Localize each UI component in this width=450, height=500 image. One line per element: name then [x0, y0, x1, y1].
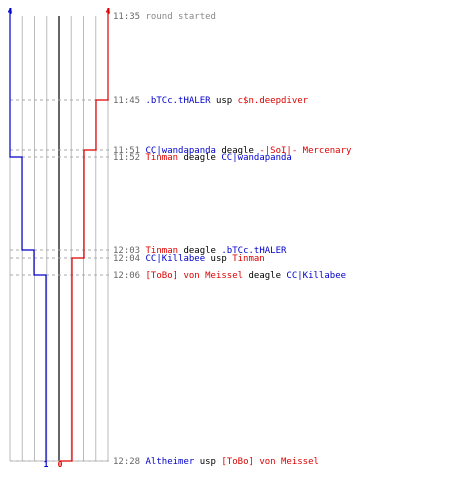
event-time: 11:52 [113, 153, 146, 163]
event-info: round started [146, 12, 216, 22]
event-weapon: usp [211, 96, 238, 106]
event-time: 12:28 [113, 457, 146, 467]
event-player: Tinman [232, 254, 265, 264]
event-weapon: deagle [216, 146, 259, 156]
event-row: 12:04 CC|Killabee usp Tinman [113, 254, 265, 264]
event-weapon: deagle [178, 246, 221, 256]
event-row: 11:52 Tinman deagle CC|wandapanda [113, 153, 292, 163]
event-row: 12:03 Tinman deagle .bTCc.tHALER [113, 246, 287, 256]
event-time: 11:45 [113, 96, 146, 106]
alive-count-lines [9, 8, 109, 462]
event-row: 11:45 .bTCc.tHALER usp c$n.deepdiver [113, 96, 309, 106]
event-player: CC|wandapanda [146, 146, 216, 156]
event-weapon: deagle [243, 271, 286, 281]
event-weapon: usp [205, 254, 232, 264]
left-team-alive-line [9, 8, 47, 461]
event-player: .bTCc.tHALER [146, 96, 212, 106]
event-player: CC|wandapanda [221, 153, 291, 163]
event-time: 12:03 [113, 246, 146, 256]
player-grid [9, 16, 109, 462]
event-player: [ToBo] von Meissel [221, 457, 319, 467]
event-weapon: usp [194, 457, 221, 467]
event-player: Tinman [146, 246, 179, 256]
right-team-alive-line [60, 8, 109, 462]
event-weapon: deagle [178, 153, 221, 163]
event-player: Tinman [146, 153, 179, 163]
event-player: c$n.deepdiver [238, 96, 309, 106]
event-time: 11:51 [113, 146, 146, 156]
event-player: CC|Killabee [286, 271, 346, 281]
event-player: Altheimer [146, 457, 195, 467]
event-player: .bTCc.tHALER [221, 246, 287, 256]
right-team-start-count: 4 [106, 7, 111, 16]
left-team-start-count: 4 [8, 7, 13, 16]
event-player: [ToBo] von Meissel [146, 271, 244, 281]
event-row: 11:35 round started [113, 12, 216, 22]
event-time: 12:06 [113, 271, 146, 281]
event-player: CC|Killabee [146, 254, 206, 264]
score-labels: 4 4 1 0 [8, 7, 111, 469]
event-player: -|SoI|- Mercenary [259, 146, 352, 156]
event-list: 11:35 round started 11:45 .bTCc.tHALER us… [113, 12, 352, 467]
event-row: 12:06 [ToBo] von Meissel deagle CC|Killa… [113, 271, 346, 281]
left-team-end-count: 1 [44, 460, 49, 469]
event-row: 11:51 CC|wandapanda deagle -|SoI|- Merce… [113, 146, 352, 156]
event-time: 12:04 [113, 254, 146, 264]
event-time: 11:35 [113, 12, 146, 22]
right-team-end-count: 0 [58, 460, 63, 469]
event-row: 12:28 Altheimer usp [ToBo] von Meissel [113, 457, 319, 467]
